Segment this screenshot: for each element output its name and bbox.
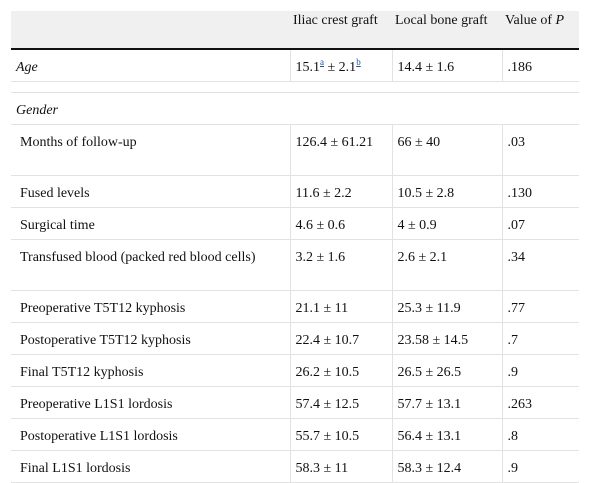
row-local-value: 58.3 ± 12.4 [391, 450, 502, 483]
row-iliac-value: 21.1 ± 11 [289, 290, 392, 323]
row-local-value: 4 ± 0.9 [391, 207, 502, 240]
table-row: Transfused blood (packed red blood cells… [11, 239, 579, 291]
row-local-value: 2.6 ± 2.1 [391, 239, 502, 291]
table-row: Months of follow-up 126.4 ± 61.21 66 ± 4… [11, 124, 579, 176]
results-table-container: Iliac crest graft Local bone graft Value… [11, 11, 579, 483]
row-local-value: 56.4 ± 13.1 [391, 418, 502, 451]
age-iliac-value: 15.1a ± 2.1b [289, 49, 392, 82]
results-table: Iliac crest graft Local bone graft Value… [11, 11, 579, 483]
table-row: Postoperative L1S1 lordosis 55.7 ± 10.5 … [11, 418, 579, 451]
header-local-bone-graft: Local bone graft [392, 11, 502, 50]
table-row: Postoperative T5T12 kyphosis 22.4 ± 10.7… [11, 322, 579, 355]
row-local-value: 57.7 ± 13.1 [391, 386, 502, 419]
row-local-value: 26.5 ± 26.5 [391, 354, 502, 387]
row-p-value: .34 [501, 239, 579, 291]
row-p-value: .130 [501, 175, 579, 208]
row-iliac-value: 55.7 ± 10.5 [289, 418, 392, 451]
row-p-value: .9 [501, 354, 579, 387]
row-p-value: .7 [501, 322, 579, 355]
row-iliac-value: 22.4 ± 10.7 [289, 322, 392, 355]
row-iliac-value: 57.4 ± 12.5 [289, 386, 392, 419]
row-p-value: .9 [501, 450, 579, 483]
row-label: Transfused blood (packed red blood cells… [11, 239, 290, 291]
header-blank [11, 11, 290, 50]
row-label: Postoperative L1S1 lordosis [11, 418, 290, 451]
table-row-gender-group: Gender [11, 92, 579, 125]
row-label: Fused levels [11, 175, 290, 208]
age-local-value: 14.4 ± 1.6 [391, 49, 502, 82]
spacer-cell [11, 81, 579, 93]
row-label: Final L1S1 lordosis [11, 450, 290, 483]
row-iliac-value: 126.4 ± 61.21 [289, 124, 392, 176]
age-label: Age [11, 49, 290, 82]
row-iliac-value: 3.2 ± 1.6 [289, 239, 392, 291]
age-p-value: .186 [501, 49, 579, 82]
table-row: Preoperative T5T12 kyphosis 21.1 ± 11 25… [11, 290, 579, 323]
header-iliac-crest-graft: Iliac crest graft [290, 11, 392, 50]
row-local-value: 10.5 ± 2.8 [391, 175, 502, 208]
header-p-variable: P [555, 13, 565, 28]
row-local-value: 23.58 ± 14.5 [391, 322, 502, 355]
row-local-value: 66 ± 40 [391, 124, 502, 176]
row-iliac-value: 58.3 ± 11 [289, 450, 392, 483]
header-p-value: Value of P [502, 11, 579, 50]
table-row: Surgical time 4.6 ± 0.6 4 ± 0.9 .07 [11, 207, 579, 240]
row-label: Surgical time [11, 207, 290, 240]
table-row-age: Age 15.1a ± 2.1b 14.4 ± 1.6 .186 [11, 49, 579, 82]
row-iliac-value: 26.2 ± 10.5 [289, 354, 392, 387]
row-iliac-value: 4.6 ± 0.6 [289, 207, 392, 240]
spacer-row [11, 81, 579, 93]
row-p-value: .8 [501, 418, 579, 451]
row-label: Months of follow-up [11, 124, 290, 176]
row-p-value: .263 [501, 386, 579, 419]
row-label: Preoperative L1S1 lordosis [11, 386, 290, 419]
row-p-value: .03 [501, 124, 579, 176]
gender-group-label: Gender [11, 92, 579, 125]
row-p-value: .07 [501, 207, 579, 240]
row-label: Preoperative T5T12 kyphosis [11, 290, 290, 323]
footnote-link-a[interactable]: a [320, 57, 324, 68]
header-row: Iliac crest graft Local bone graft Value… [11, 11, 579, 50]
age-iliac-sd: ± 2.1 [324, 60, 357, 75]
row-iliac-value: 11.6 ± 2.2 [289, 175, 392, 208]
table-row: Fused levels 11.6 ± 2.2 10.5 ± 2.8 .130 [11, 175, 579, 208]
row-local-value: 25.3 ± 11.9 [391, 290, 502, 323]
table-row: Final L1S1 lordosis 58.3 ± 11 58.3 ± 12.… [11, 450, 579, 483]
table-row: Final T5T12 kyphosis 26.2 ± 10.5 26.5 ± … [11, 354, 579, 387]
age-iliac-mean: 15.1 [295, 60, 321, 75]
row-p-value: .77 [501, 290, 579, 323]
table-row: Preoperative L1S1 lordosis 57.4 ± 12.5 5… [11, 386, 579, 419]
row-label: Postoperative T5T12 kyphosis [11, 322, 290, 355]
header-p-value-prefix: Value of [505, 13, 556, 28]
footnote-link-b[interactable]: b [356, 57, 361, 68]
row-label: Final T5T12 kyphosis [11, 354, 290, 387]
